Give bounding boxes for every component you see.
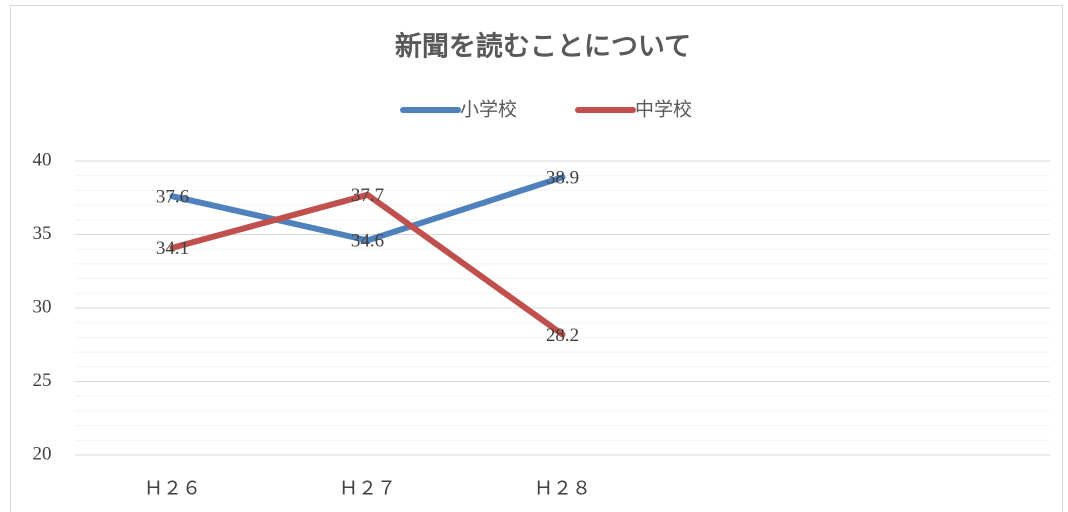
data-label: 28.2: [546, 325, 579, 346]
y-tick-label: 40: [33, 149, 52, 170]
y-tick-label: 25: [33, 370, 52, 391]
chart-title: 新聞を読むことについて: [395, 31, 691, 63]
data-label: 34.1: [156, 238, 189, 259]
y-tick-label: 30: [33, 296, 52, 317]
y-tick-label: 35: [33, 223, 52, 244]
series-line: [169, 191, 566, 338]
data-label: 37.6: [156, 187, 189, 208]
data-label: 38.9: [546, 168, 579, 189]
legend-label: 中学校: [635, 99, 692, 121]
data-label: 34.6: [351, 231, 384, 252]
x-tick-label: Ｈ２８: [534, 478, 591, 499]
y-tick-label: 20: [33, 443, 52, 464]
x-tick-label: Ｈ２６: [144, 478, 201, 499]
series-line: [169, 174, 566, 244]
x-tick-label: Ｈ２７: [339, 478, 396, 499]
data-label: 37.7: [351, 185, 384, 206]
legend-label: 小学校: [460, 99, 517, 121]
chart-border: [10, 5, 1063, 512]
